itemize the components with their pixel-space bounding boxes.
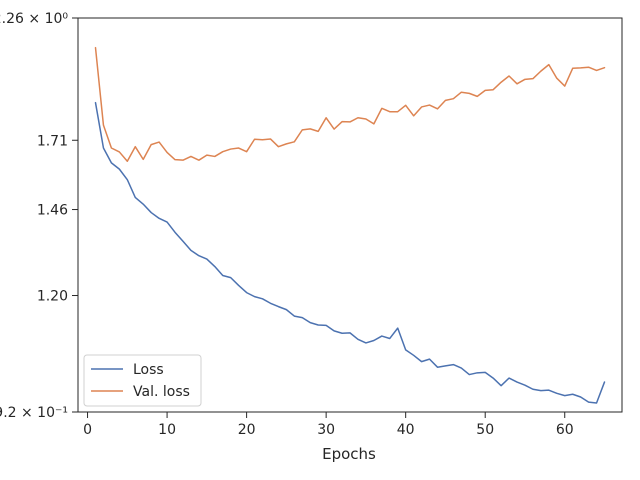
series-line-val-loss: [94, 46, 606, 163]
legend-label-loss: Loss: [133, 362, 164, 378]
y-tick-label: 9.2 × 10⁻¹: [0, 405, 68, 421]
series-line-loss: [94, 101, 606, 404]
x-tick-label: 10: [158, 422, 176, 438]
x-axis-label: Epochs: [322, 445, 376, 463]
x-tick-label: 0: [83, 422, 92, 438]
x-tick-label: 30: [317, 422, 335, 438]
x-tick-label: 60: [556, 422, 574, 438]
y-tick-label: 1.20: [37, 289, 68, 305]
y-axis: 2.26 × 10⁰ 1.71 1.46 1.20 9.2 × 10⁻¹: [0, 11, 78, 421]
legend-label-val-loss: Val. loss: [133, 384, 190, 400]
plot-area: [77, 17, 623, 413]
x-axis: 0 10 20 30 40 50 60: [83, 412, 574, 438]
y-tick-label: 1.46: [37, 203, 68, 219]
legend-box: [83, 354, 202, 407]
y-tick-label: 2.26 × 10⁰: [0, 11, 68, 27]
x-tick-label: 50: [476, 422, 494, 438]
series-lines: [94, 46, 606, 404]
x-tick-label: 40: [397, 422, 415, 438]
legend: Loss Val. loss: [83, 354, 202, 407]
y-tick-label: 1.71: [37, 133, 68, 149]
x-tick-label: 20: [238, 422, 256, 438]
